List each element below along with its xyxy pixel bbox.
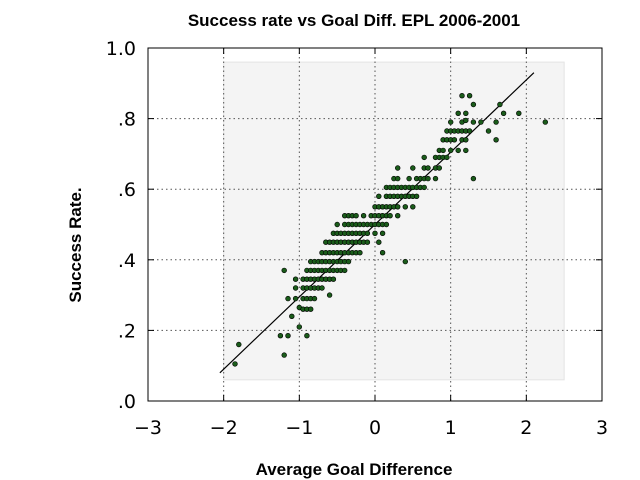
data-point <box>402 258 408 265</box>
data-point <box>542 119 548 125</box>
x-tick-label: 2 <box>520 417 532 439</box>
data-point <box>277 333 284 339</box>
data-point <box>470 101 477 108</box>
data-point <box>455 147 461 154</box>
data-point <box>478 119 484 125</box>
data-point <box>436 165 442 171</box>
data-point <box>236 341 242 348</box>
data-point <box>410 204 416 210</box>
data-point <box>413 193 420 200</box>
data-point <box>448 147 454 154</box>
data-point <box>372 230 378 237</box>
data-point <box>308 306 314 312</box>
y-tick-label: .0 <box>118 391 136 413</box>
data-point <box>440 147 446 154</box>
data-point <box>326 292 333 298</box>
y-tick-label: 1.0 <box>106 38 136 60</box>
data-point <box>319 285 325 291</box>
data-point <box>311 295 318 302</box>
data-points <box>232 92 548 367</box>
data-point <box>410 165 416 171</box>
data-point <box>497 101 503 108</box>
data-point <box>455 110 461 117</box>
data-point <box>379 230 386 237</box>
x-axis-label: Average Goal Difference <box>256 460 453 479</box>
data-point <box>493 119 499 125</box>
data-point <box>383 221 390 228</box>
y-tick-label: .8 <box>118 109 136 131</box>
data-point <box>444 154 450 161</box>
data-point <box>395 213 401 219</box>
data-point <box>353 213 359 219</box>
data-point <box>448 119 454 125</box>
data-point <box>402 204 408 210</box>
grid-lines <box>148 48 602 401</box>
y-tick-label: .6 <box>118 179 136 201</box>
data-point <box>421 184 427 191</box>
data-point <box>292 295 299 302</box>
x-tick-labels: −3 −2 −1 0 1 2 3 <box>134 417 608 439</box>
axis-ticks <box>147 47 603 402</box>
data-point <box>285 295 291 302</box>
y-tick-label: .2 <box>118 320 136 342</box>
data-point <box>281 267 287 274</box>
data-point <box>500 110 507 117</box>
data-point <box>376 239 382 245</box>
data-point <box>463 117 469 124</box>
data-point <box>406 175 412 182</box>
data-point <box>292 276 299 282</box>
data-point <box>304 333 310 339</box>
data-point <box>421 154 427 161</box>
data-point <box>364 230 371 237</box>
data-point <box>466 92 473 99</box>
data-point <box>296 324 302 330</box>
x-tick-label: −1 <box>285 417 313 439</box>
data-point <box>376 193 382 200</box>
data-point <box>281 352 287 358</box>
y-axis-label: Success Rate. <box>66 187 85 302</box>
data-point <box>387 213 393 219</box>
data-point <box>334 221 340 228</box>
x-tick-label: 1 <box>445 417 457 439</box>
data-point <box>425 165 431 171</box>
data-point <box>493 137 499 143</box>
data-point <box>342 267 348 274</box>
y-tick-labels: .0 .2 .4 .6 .8 1.0 <box>106 38 136 413</box>
data-point <box>364 239 371 245</box>
data-point <box>470 119 477 125</box>
data-point <box>330 276 337 282</box>
data-point <box>232 361 238 367</box>
x-tick-label: 0 <box>369 417 381 439</box>
data-point <box>395 165 401 171</box>
data-point <box>379 250 386 256</box>
data-point <box>395 204 401 210</box>
x-tick-label: −3 <box>134 417 162 439</box>
data-point <box>395 175 401 182</box>
x-tick-label: 3 <box>596 417 608 439</box>
data-point <box>463 110 469 117</box>
shaded-plot-region <box>223 61 565 381</box>
data-point <box>516 110 522 117</box>
data-point <box>451 137 458 143</box>
x-tick-label: −2 <box>210 417 238 439</box>
data-point <box>345 258 352 265</box>
data-point <box>485 128 492 134</box>
y-tick-label: .4 <box>118 250 136 272</box>
data-point <box>425 175 431 182</box>
data-point <box>459 92 465 99</box>
data-point <box>432 175 439 182</box>
data-point <box>463 147 469 154</box>
data-point <box>292 285 299 291</box>
data-point <box>289 313 295 319</box>
data-point <box>357 250 363 256</box>
data-point <box>285 333 291 339</box>
data-point <box>470 175 477 182</box>
data-point <box>360 213 367 219</box>
data-point <box>463 137 469 143</box>
data-point <box>466 128 473 134</box>
chart-title: Success rate vs Goal Diff. EPL 2006-2001 <box>188 11 520 30</box>
